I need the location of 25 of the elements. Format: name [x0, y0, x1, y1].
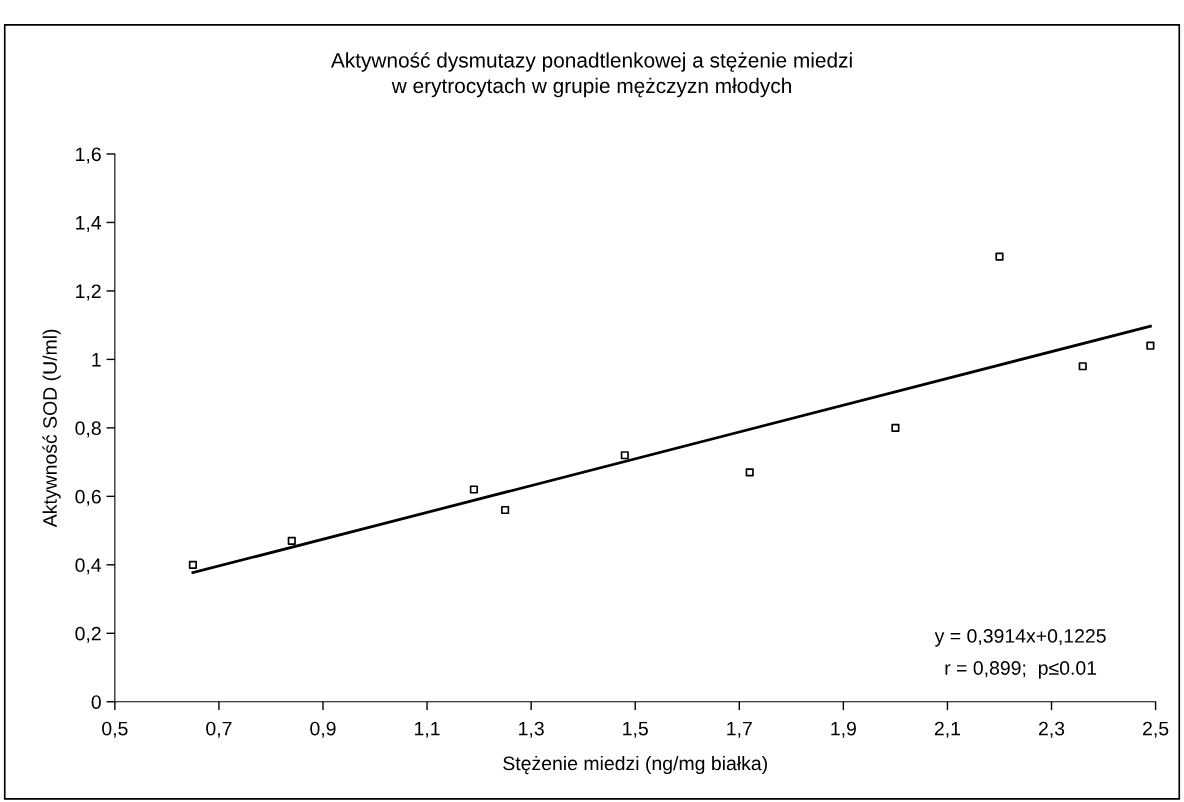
- y-tick-label: 0: [91, 695, 101, 709]
- x-tick-label: 1,1: [415, 721, 440, 738]
- y-tick-label: 0,4: [75, 558, 102, 575]
- x-tick-label: 2,1: [934, 721, 960, 738]
- y-tick-label: 1,4: [76, 216, 102, 232]
- x-tick-label: 0,9: [310, 721, 336, 738]
- x-tick-label: 0,7: [206, 721, 232, 738]
- y-tick-label: 1: [92, 353, 101, 367]
- y-axis-title: Aktywność SOD (U/ml): [42, 329, 61, 528]
- x-tick-label: 1,3: [519, 721, 544, 738]
- y-tick-label: 1,2: [76, 284, 101, 301]
- chart-title: Aktywność dysmutazy ponadtlenkowej a stężenie miedzi w erytrocytach w grupie mężczyzn młodych: [330, 52, 852, 98]
- x-tick-label: 1,5: [623, 721, 648, 738]
- y-tick-label: 0,2: [75, 626, 101, 643]
- x-tick-label: 0,5: [102, 721, 128, 738]
- x-tick-label: 2,5: [1143, 721, 1169, 738]
- y-tick-label: 1,6: [76, 147, 101, 164]
- x-tick-label: 1,9: [831, 721, 856, 738]
- y-tick-label: 0,6: [75, 489, 101, 506]
- x-axis-title: Stężenie miedzi (ng/mg białka): [503, 755, 767, 775]
- annotation: r = 0,899; p≤0.01: [945, 661, 1097, 679]
- x-tick-label: 2,3: [1038, 721, 1065, 738]
- y-tick-label: 0,8: [75, 421, 101, 438]
- x-tick-label: 1,7: [727, 721, 752, 738]
- annotation: y = 0,3914x+0,1225: [934, 629, 1106, 647]
